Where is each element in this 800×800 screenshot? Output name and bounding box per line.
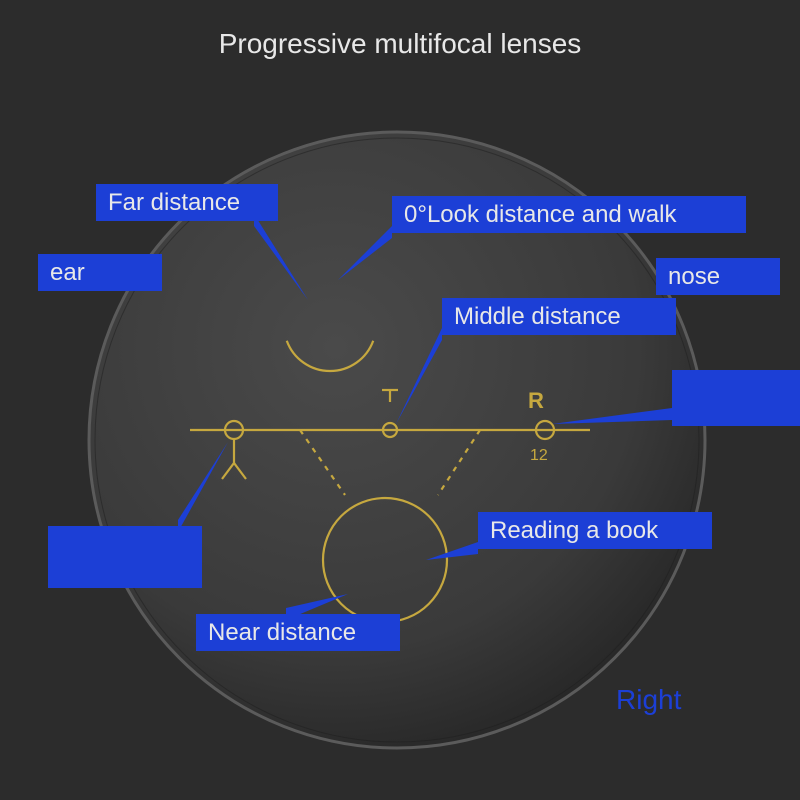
page-title: Progressive multifocal lenses: [0, 28, 800, 60]
diagram-stage: R 12 Progressive multifocal lenses Far di…: [0, 0, 800, 800]
label-zero: 0°Look distance and walk: [392, 196, 746, 233]
label-reading: Reading a book: [478, 512, 712, 549]
label-left_b: [48, 526, 202, 588]
label-far: Far distance: [96, 184, 278, 221]
right-text: Right: [616, 684, 681, 716]
label-nose: nose: [656, 258, 780, 295]
label-near: Near distance: [196, 614, 400, 651]
label-ear: ear: [38, 254, 162, 291]
label-middle: Middle distance: [442, 298, 676, 335]
r-marking: R: [528, 388, 544, 413]
r-sub-marking: 12: [530, 447, 548, 464]
label-right_a: [672, 370, 800, 426]
